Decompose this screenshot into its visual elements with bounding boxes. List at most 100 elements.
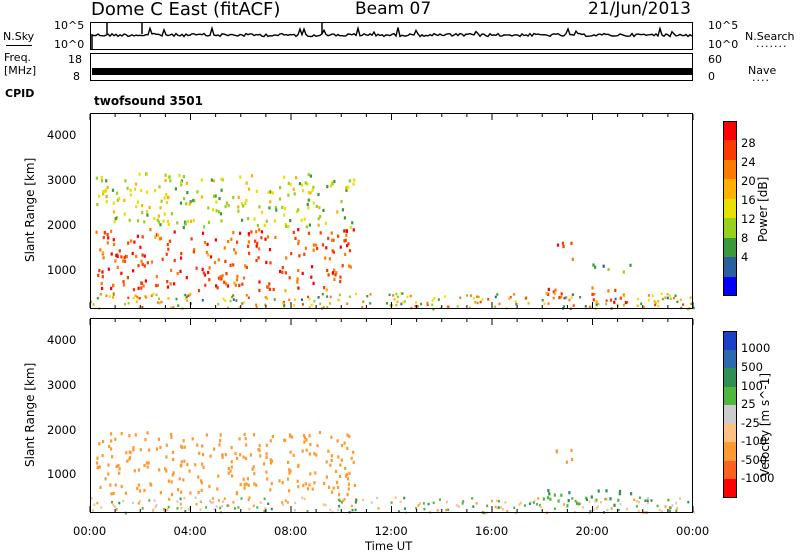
velocity-echo-333	[112, 503, 115, 507]
power-echo-235	[268, 282, 271, 286]
velocity-echo-51	[243, 483, 246, 487]
power-echo-601	[444, 295, 447, 298]
power-echo-25	[321, 243, 325, 247]
velocity-echo-431	[513, 506, 516, 510]
power-echo-410	[220, 177, 223, 181]
velocity-echo-228	[234, 451, 237, 456]
power-echo-227	[144, 279, 147, 283]
power-echo-203	[143, 254, 146, 258]
power-echo-197	[141, 262, 144, 266]
velocity-echo-422	[446, 500, 448, 504]
velocity-echo-301	[562, 503, 565, 506]
power-echo-70	[288, 276, 291, 280]
freq-series-line	[92, 68, 692, 75]
power-echo-64	[260, 236, 263, 240]
power-echo-616	[326, 295, 329, 298]
velocity-echo-64	[158, 468, 161, 472]
velocity-colorbar-label: Velocity [m s^-1]	[758, 372, 772, 478]
power-echo-129	[180, 256, 183, 260]
power-echo-80	[303, 252, 306, 256]
power-echo-74	[173, 230, 176, 234]
velocity-echo-484	[232, 501, 235, 504]
power-echo-544	[329, 295, 332, 299]
power-echo-507	[432, 307, 435, 311]
power-echo-280	[163, 196, 166, 200]
velocity-echo-49	[110, 447, 113, 451]
power-echo-549	[226, 306, 229, 310]
power-echo-84	[332, 250, 335, 254]
power-echo-654	[674, 294, 677, 297]
power-echo-390	[295, 176, 298, 180]
power-echo-568	[152, 292, 155, 296]
velocity-echo-72	[269, 461, 273, 465]
power-echo-603	[682, 303, 685, 306]
power-echo-357	[336, 210, 339, 214]
power-echo-501	[509, 295, 512, 299]
velocity-echo-11	[99, 485, 102, 489]
power-echo-466	[592, 298, 595, 302]
power-echo-162	[146, 261, 149, 265]
freq-panel	[90, 53, 693, 81]
power-echo-226	[327, 236, 330, 240]
power-echo-262	[287, 181, 290, 185]
power-colorbar-segment-3	[723, 179, 737, 200]
power-echo-189	[233, 248, 236, 252]
power-echo-175	[102, 256, 105, 260]
velocity-echo-414	[163, 508, 166, 511]
velocity-echo-8	[265, 470, 268, 474]
velocity-echo-133	[340, 444, 344, 448]
power-echo-205	[296, 277, 299, 281]
power-echo-101	[326, 268, 329, 273]
power-echo-605	[622, 304, 625, 307]
velocity-echo-82	[196, 443, 199, 447]
power-echo-170	[304, 246, 307, 250]
power-echo-58	[223, 246, 226, 250]
velocity-echo-406	[471, 497, 474, 500]
velocity-echo-380	[398, 510, 401, 513]
velocity-echo-432	[571, 497, 574, 500]
power-echo-306	[289, 219, 292, 223]
power-echo-691	[112, 296, 114, 299]
velocity-echo-316	[118, 501, 121, 505]
power-echo-378	[105, 200, 108, 204]
power-echo-639	[481, 298, 484, 301]
xtick-label-4: 16:00	[475, 524, 509, 538]
power-echo-163	[344, 252, 347, 256]
velocity-echo-307	[529, 501, 532, 504]
velocity-echo-479	[667, 498, 670, 502]
power-echo-335	[111, 188, 115, 192]
xtick-label-5: 20:00	[575, 524, 609, 538]
velocity-echo-302	[270, 507, 273, 511]
velocity-echo-115	[126, 459, 129, 463]
velocity-echo-43	[112, 491, 115, 496]
velocity-echo-250	[618, 492, 621, 496]
cpid-value: twofsound 3501	[94, 94, 203, 108]
velocity-echo-124	[318, 430, 321, 435]
power-echo-416	[297, 208, 300, 212]
power-echo-66	[166, 280, 169, 284]
power-echo-34	[161, 257, 164, 261]
velocity-echo-137	[303, 436, 306, 440]
velocity-echo-219	[344, 474, 348, 478]
power-echo-179	[203, 240, 207, 245]
velocity-colorbar-segment-8	[723, 479, 737, 499]
velocity-echo-87	[330, 458, 333, 462]
velocity-echo-388	[445, 508, 448, 512]
power-echo-462	[591, 286, 594, 290]
velocity-echo-362	[577, 503, 580, 506]
power-echo-376	[317, 223, 320, 227]
freq-tick-high: 18	[68, 53, 82, 66]
velocity-echo-213	[107, 463, 110, 467]
power-echo-171	[120, 271, 123, 275]
velocity-echo-338	[422, 502, 425, 505]
power-echo-547	[185, 295, 188, 298]
velocity-echo-278	[635, 505, 638, 508]
power-echo-618	[158, 301, 161, 305]
power-echo-681	[494, 305, 497, 308]
velocity-echo-450	[605, 497, 608, 501]
velocity-echo-292	[240, 497, 243, 500]
power-echo-134	[95, 230, 98, 234]
power-echo-313	[106, 185, 109, 190]
power-echo-641	[127, 302, 130, 305]
power-echo-424	[126, 186, 129, 190]
